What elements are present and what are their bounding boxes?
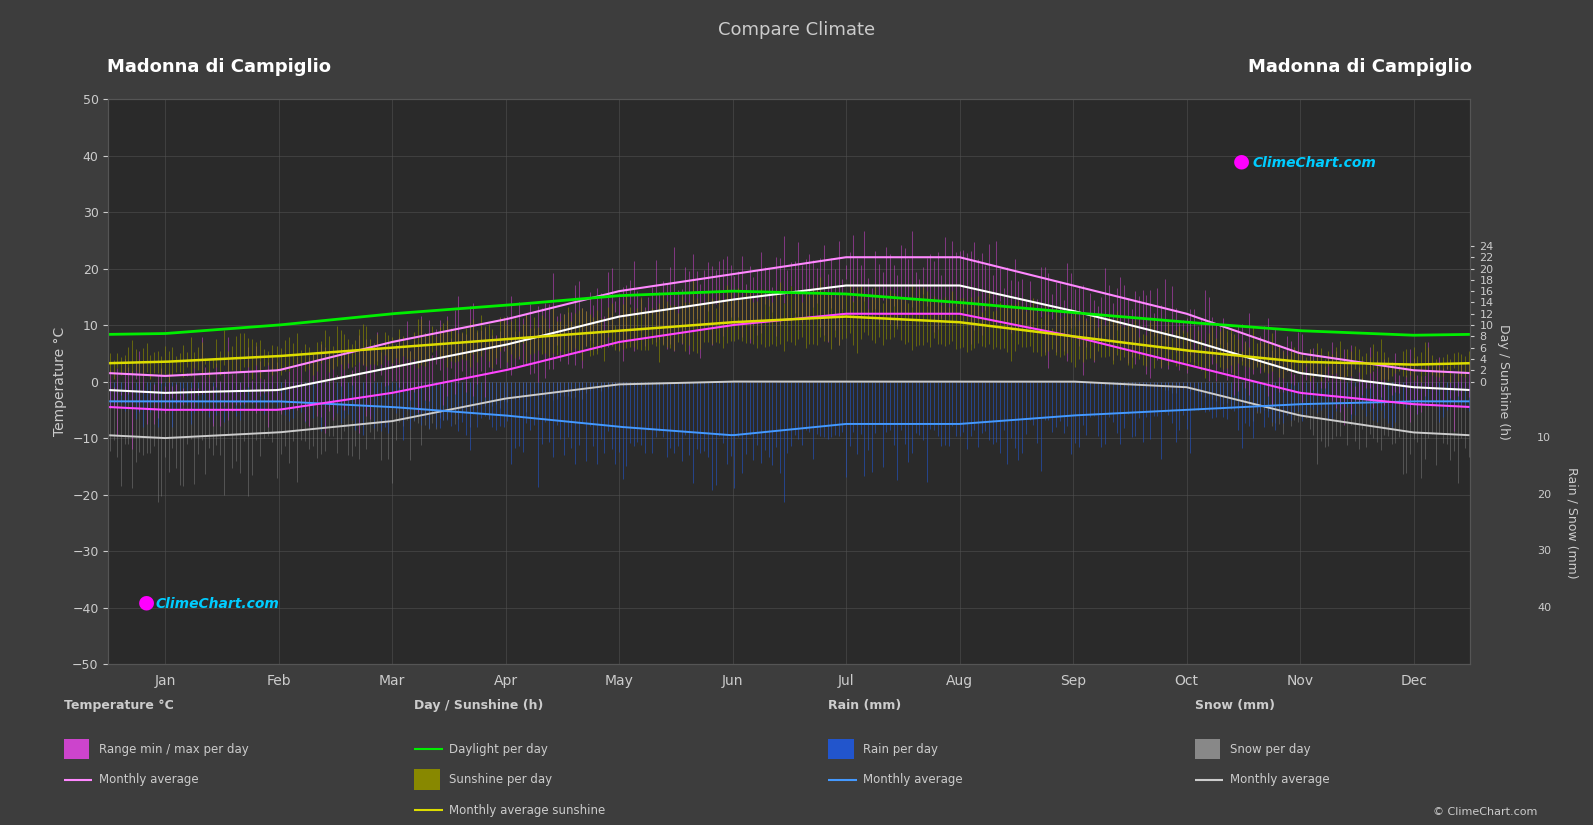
Text: Day / Sunshine (h): Day / Sunshine (h) <box>414 700 543 713</box>
Text: © ClimeChart.com: © ClimeChart.com <box>1432 807 1537 817</box>
Text: Daylight per day: Daylight per day <box>449 742 548 756</box>
Text: Rain (mm): Rain (mm) <box>828 700 902 713</box>
Y-axis label: Temperature °C: Temperature °C <box>53 327 67 436</box>
Text: Snow (mm): Snow (mm) <box>1195 700 1274 713</box>
Text: 40: 40 <box>1537 602 1552 613</box>
Text: 30: 30 <box>1537 546 1552 556</box>
Text: ClimeChart.com: ClimeChart.com <box>1252 156 1376 170</box>
Text: ClimeChart.com: ClimeChart.com <box>156 596 280 610</box>
Text: 10: 10 <box>1537 433 1552 443</box>
Text: Snow per day: Snow per day <box>1230 742 1311 756</box>
Text: Compare Climate: Compare Climate <box>718 21 875 39</box>
Text: Madonna di Campiglio: Madonna di Campiglio <box>107 59 331 77</box>
Text: Monthly average: Monthly average <box>99 773 199 786</box>
Text: Rain / Snow (mm): Rain / Snow (mm) <box>1566 467 1579 578</box>
Text: Madonna di Campiglio: Madonna di Campiglio <box>1247 59 1472 77</box>
Text: Rain per day: Rain per day <box>863 742 938 756</box>
Text: Monthly average sunshine: Monthly average sunshine <box>449 804 605 817</box>
Text: Monthly average: Monthly average <box>1230 773 1330 786</box>
Text: 20: 20 <box>1537 489 1552 500</box>
Text: Temperature °C: Temperature °C <box>64 700 174 713</box>
Text: Sunshine per day: Sunshine per day <box>449 773 553 786</box>
Text: ●: ● <box>139 592 155 611</box>
Text: ●: ● <box>1233 152 1251 171</box>
Text: Range min / max per day: Range min / max per day <box>99 742 249 756</box>
Y-axis label: Day / Sunshine (h): Day / Sunshine (h) <box>1497 323 1510 440</box>
Text: Monthly average: Monthly average <box>863 773 964 786</box>
